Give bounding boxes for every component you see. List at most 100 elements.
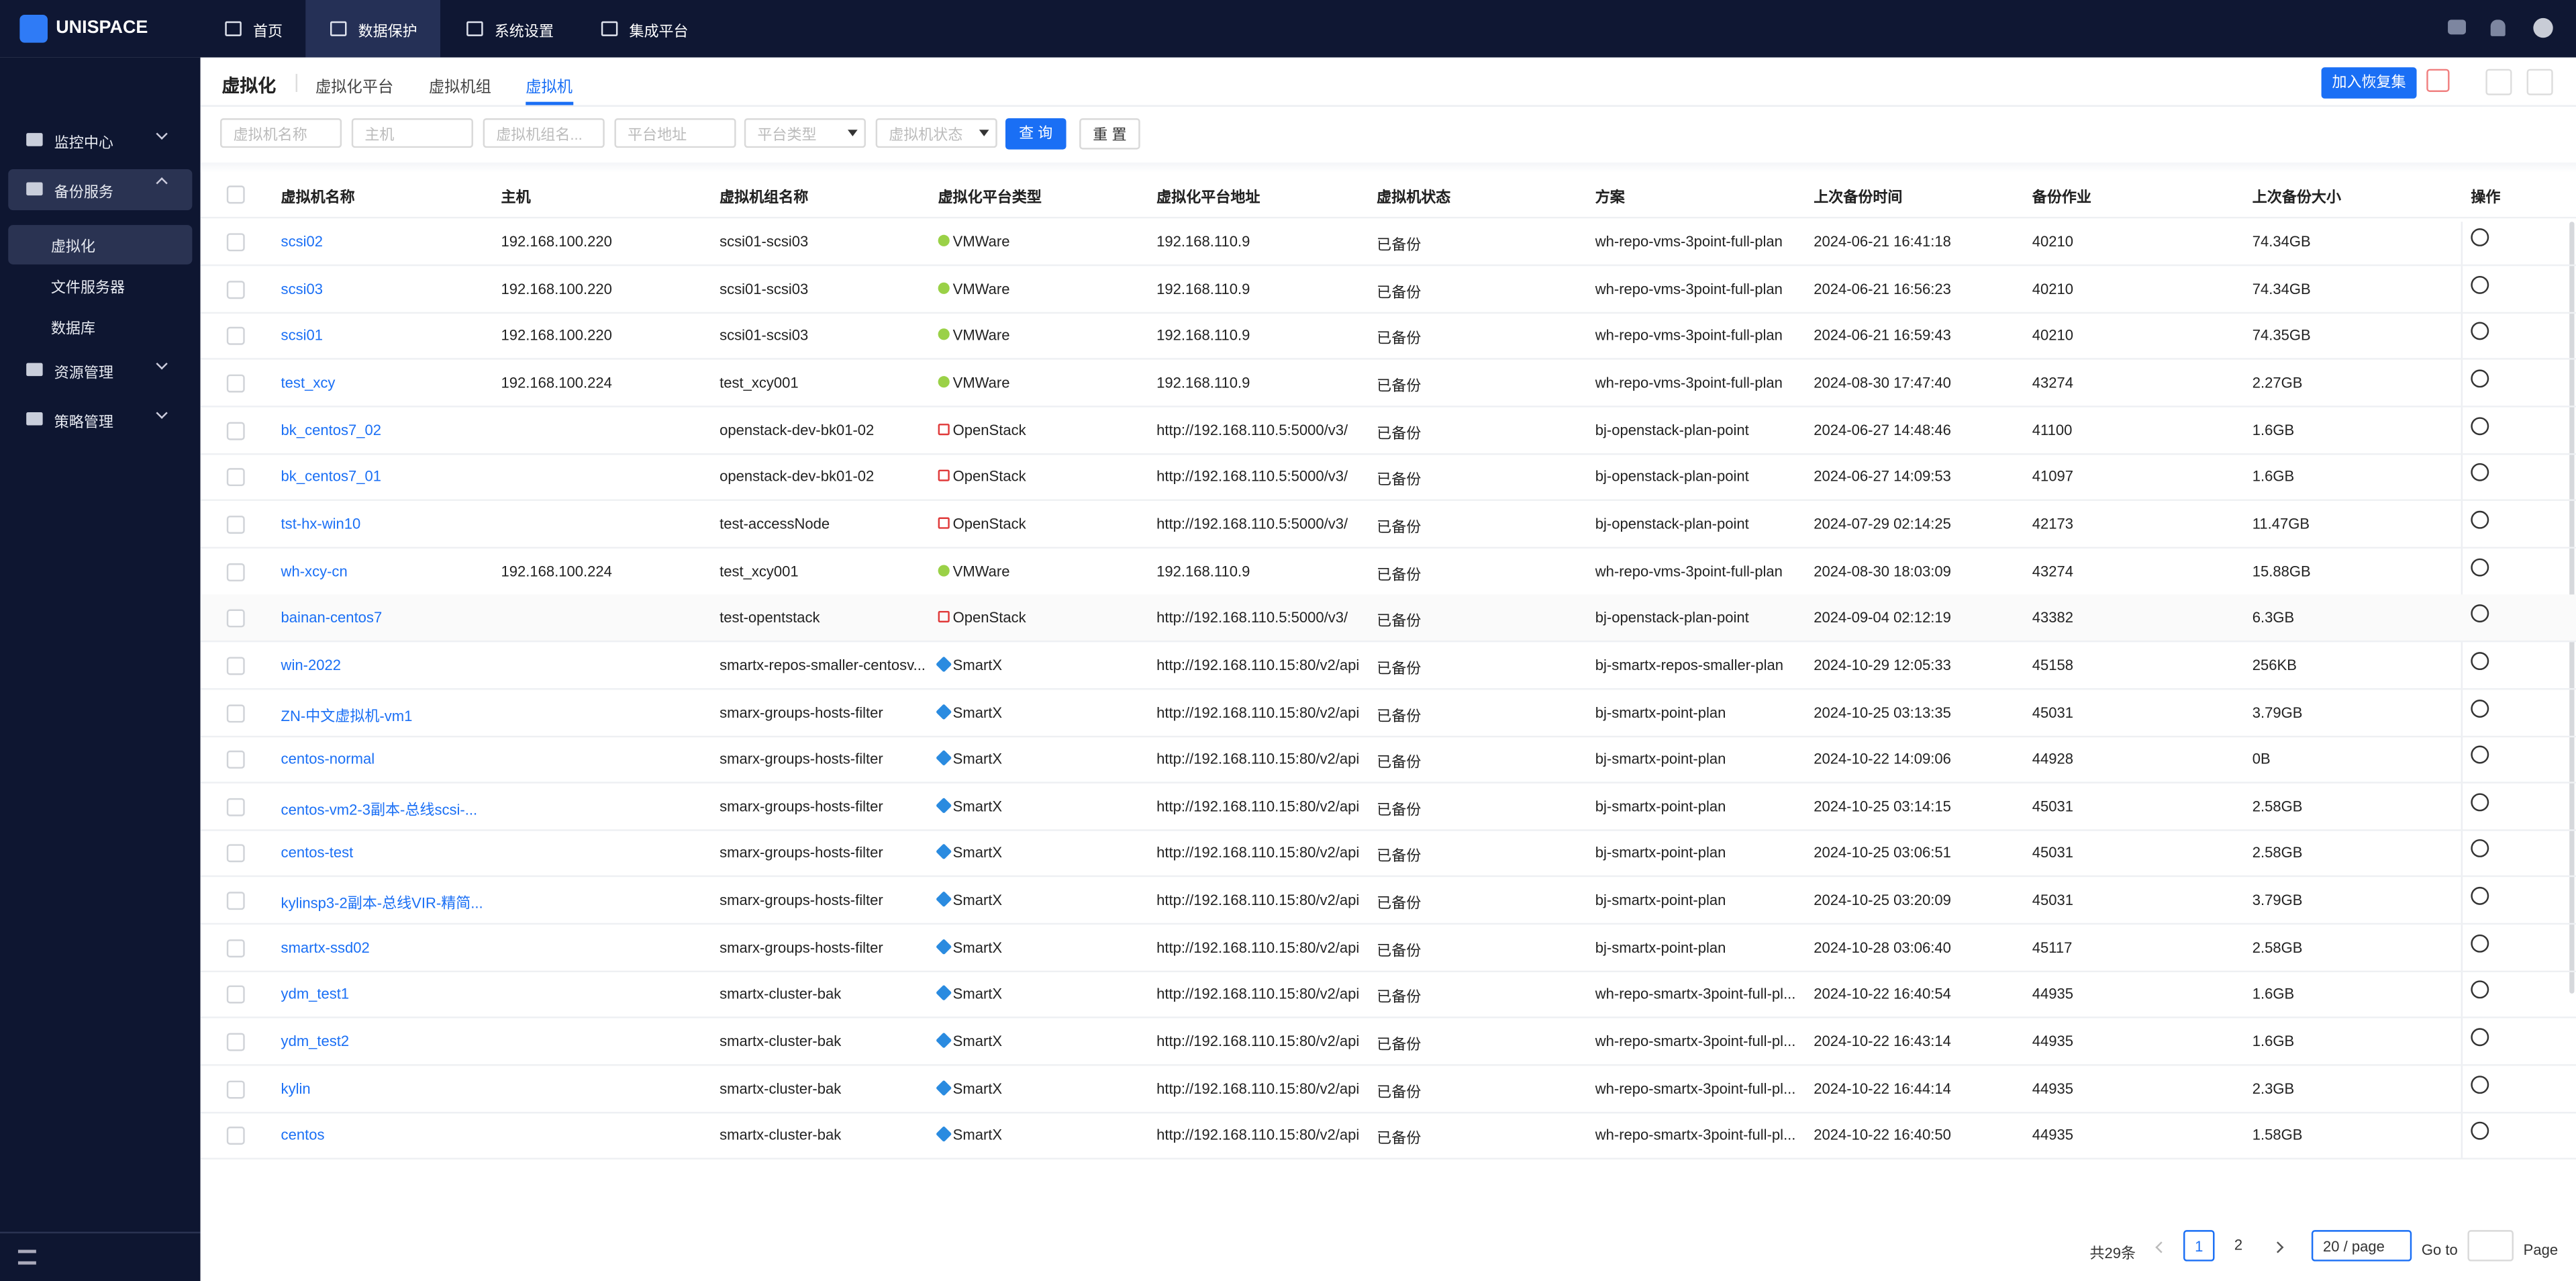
filter-input[interactable]: 平台类型 (744, 118, 866, 148)
page-button[interactable]: 1 (2183, 1230, 2215, 1262)
more-button[interactable] (2471, 228, 2489, 246)
menu-item[interactable]: 数据库 (50, 320, 96, 337)
checkbox[interactable] (226, 562, 245, 581)
vm-name-link[interactable]: bk_centos7_02 (281, 421, 382, 438)
more-button[interactable] (2471, 604, 2489, 623)
group-label[interactable]: 策略管理 (54, 414, 113, 430)
checkbox[interactable] (226, 1033, 245, 1051)
page-size[interactable]: 20 / page (2311, 1230, 2412, 1262)
checkbox[interactable] (226, 892, 245, 910)
checkbox[interactable] (226, 751, 245, 769)
vm-name-link[interactable]: scsi01 (281, 327, 324, 344)
checkbox[interactable] (226, 185, 245, 204)
prev-arrow[interactable] (2155, 1241, 2167, 1253)
next-arrow[interactable] (2272, 1241, 2284, 1253)
group-label[interactable]: 监控中心 (54, 134, 113, 152)
more-button[interactable] (2471, 322, 2489, 341)
nav-item[interactable]: 数据保护 (358, 23, 417, 40)
vm-name-link[interactable]: ZN-中文虚拟机-vm1 (281, 707, 413, 724)
checkbox[interactable] (226, 515, 245, 534)
more-button[interactable] (2471, 745, 2489, 764)
checkbox[interactable] (226, 374, 245, 393)
filter-input[interactable]: 虚拟机名称 (219, 118, 342, 148)
more-button[interactable] (2471, 1028, 2489, 1047)
vm-name-link[interactable]: centos-normal (281, 751, 375, 767)
vm-name-link[interactable]: centos (281, 1127, 325, 1144)
tab[interactable]: 虚拟机组 (428, 79, 491, 97)
chevron[interactable] (156, 128, 168, 140)
more-button[interactable] (2471, 698, 2489, 717)
icon-bell[interactable] (2490, 19, 2506, 36)
list-button[interactable] (2485, 68, 2512, 95)
vm-name-link[interactable]: centos-test (281, 845, 354, 861)
tab[interactable]: 虚拟化平台 (315, 79, 394, 97)
more-button[interactable] (2471, 463, 2489, 482)
vm-name-link[interactable]: smartx-ssd02 (281, 939, 370, 956)
filter-input[interactable]: 主机 (351, 118, 473, 148)
vm-name-link[interactable]: bk_centos7_01 (281, 468, 382, 485)
checkbox[interactable] (226, 939, 245, 957)
more-button[interactable] (2471, 981, 2489, 1000)
page-button[interactable]: 2 (2234, 1236, 2243, 1253)
chevron[interactable] (156, 358, 168, 370)
checkbox[interactable] (226, 1080, 245, 1098)
more-button[interactable] (2471, 1075, 2489, 1094)
avatar[interactable] (2533, 17, 2553, 38)
checkbox[interactable] (226, 1127, 245, 1145)
more-button[interactable] (2471, 416, 2489, 435)
icon-button[interactable] (2426, 68, 2450, 92)
more-button[interactable] (2471, 887, 2489, 906)
goto-input[interactable] (2467, 1230, 2514, 1262)
add-restore-button[interactable]: 加入恢复集 (2321, 67, 2417, 99)
vm-name-link[interactable]: kylinsp3-2副本-总线VIR-精简... (281, 895, 483, 912)
more-button[interactable] (2471, 369, 2489, 388)
vm-name-link[interactable]: scsi03 (281, 280, 324, 297)
chevron[interactable] (156, 407, 168, 419)
filter-input[interactable]: 平台地址 (614, 118, 736, 148)
vm-name-link[interactable]: win-2022 (281, 657, 341, 673)
collapse-icon[interactable] (17, 1249, 36, 1265)
vm-name-link[interactable]: kylin (281, 1080, 311, 1097)
tab[interactable]: 虚拟机 (526, 79, 573, 97)
checkbox[interactable] (226, 421, 245, 440)
more-button[interactable] (2471, 651, 2489, 670)
vm-name-link[interactable]: ydm_test1 (281, 986, 350, 1003)
more-button[interactable] (2471, 510, 2489, 529)
more-button[interactable] (2471, 557, 2489, 576)
checkbox[interactable] (226, 609, 245, 628)
checkbox[interactable] (226, 798, 245, 816)
nav-item[interactable]: 系统设置 (494, 23, 554, 40)
icon-message[interactable] (2448, 19, 2466, 35)
more-button[interactable] (2471, 934, 2489, 953)
vm-name-link[interactable]: bainan-centos7 (281, 609, 383, 626)
nav-item[interactable]: 首页 (252, 23, 283, 40)
group-label[interactable]: 备份服务 (54, 183, 113, 201)
reset-button[interactable]: 重 置 (1079, 118, 1140, 150)
checkbox[interactable] (226, 657, 245, 675)
checkbox[interactable] (226, 233, 245, 252)
menu-item[interactable]: 虚拟化 (50, 238, 96, 255)
vm-name-link[interactable]: ydm_test2 (281, 1033, 350, 1050)
menu-item[interactable]: 文件服务器 (50, 279, 126, 296)
checkbox[interactable] (226, 280, 245, 299)
checkbox[interactable] (226, 468, 245, 487)
filter-input[interactable]: 虚拟机状态 (875, 118, 997, 148)
checkbox[interactable] (226, 704, 245, 722)
vm-name-link[interactable]: wh-xcy-cn (281, 562, 348, 579)
more-button[interactable] (2471, 792, 2489, 811)
more-button[interactable] (2471, 275, 2489, 293)
checkbox[interactable] (226, 327, 245, 346)
group-label[interactable]: 资源管理 (54, 365, 113, 381)
vm-name-link[interactable]: centos-vm2-3副本-总线scsi-... (281, 801, 478, 818)
checkbox[interactable] (226, 986, 245, 1004)
vm-name-link[interactable]: tst-hx-win10 (281, 515, 361, 532)
vm-name-link[interactable]: scsi02 (281, 233, 324, 250)
more-button[interactable] (2471, 1122, 2489, 1141)
more-button[interactable] (2471, 840, 2489, 858)
checkbox[interactable] (226, 845, 245, 863)
filter-input[interactable]: 虚拟机组名... (483, 118, 605, 148)
download-button[interactable] (2526, 68, 2553, 95)
search-button[interactable]: 查 询 (1005, 118, 1067, 150)
vm-name-link[interactable]: test_xcy (281, 374, 336, 391)
nav-item[interactable]: 集成平台 (629, 23, 689, 40)
